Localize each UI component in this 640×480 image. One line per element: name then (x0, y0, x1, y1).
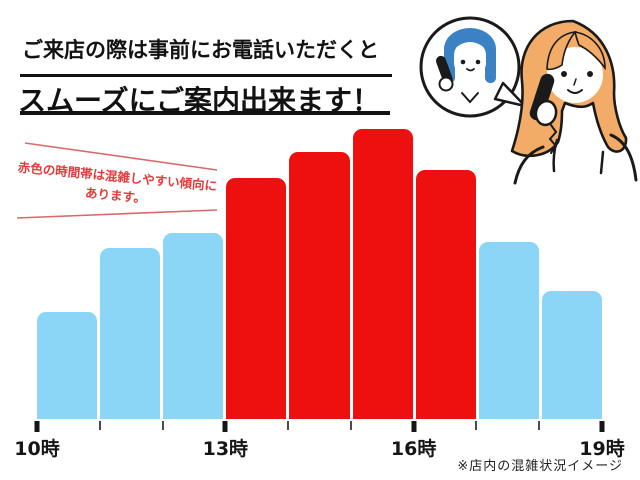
customer-shoulder-right (609, 133, 638, 182)
customer-arm-line-left (552, 138, 559, 173)
phone-call-illustration (419, 16, 638, 185)
customer-bangs-right (573, 31, 606, 71)
staff-eye-left (460, 59, 466, 65)
x-tick-minor (538, 421, 541, 430)
bar-10-11時 (37, 311, 98, 419)
callout-line-bottom (16, 209, 218, 219)
bar-14-15時 (289, 152, 350, 419)
bar-11-12時 (100, 247, 161, 419)
customer-arm-line-right (599, 150, 605, 175)
x-tick-minor (161, 421, 164, 430)
callout-line-top (24, 142, 218, 171)
customer-eye-left (561, 71, 567, 77)
staff-mouth (466, 68, 475, 72)
customer-person (510, 19, 638, 185)
x-tick-label-16時: 16時 (390, 438, 437, 460)
staff-person (435, 28, 496, 104)
customer-shoulder-left (513, 145, 545, 185)
speech-bubble-tail (493, 81, 527, 108)
x-tick-minor (98, 421, 101, 430)
staff-hand (438, 76, 454, 92)
bar-18-19時 (541, 291, 602, 419)
customer-hand (534, 99, 558, 127)
x-tick-minor (287, 421, 290, 430)
headline-underline-2 (20, 111, 390, 115)
bar-chart-bars (37, 129, 602, 419)
x-tick-minor (349, 421, 352, 430)
bar-12-13時 (163, 233, 224, 419)
x-tick-label-10時: 10時 (14, 438, 60, 460)
x-tick-label-19時: 19時 (579, 438, 625, 460)
headline-underline-1 (20, 74, 392, 77)
x-tick-label-13時: 13時 (202, 438, 249, 460)
annotation-callout: 赤色の時間帯は混雑しやすい傾向に あります。 (10, 136, 225, 228)
x-axis: 10時 13時 16時 19時 (14, 421, 625, 476)
bar-13-14時 (226, 178, 287, 419)
bar-17-18時 (478, 242, 539, 419)
x-tick-major (222, 421, 228, 432)
customer-mouth (567, 89, 583, 94)
phone-cord (548, 124, 558, 154)
x-tick-minor (475, 421, 478, 430)
x-tick-major (34, 421, 40, 432)
x-tick-major (411, 421, 417, 432)
staff-eye-right (475, 59, 481, 65)
footnote: ※店内の混雑状況イメージ (457, 459, 623, 474)
bar-16-17時 (415, 169, 476, 419)
x-tick-major (599, 421, 605, 432)
staff-collar (461, 92, 479, 104)
customer-nose (573, 78, 577, 86)
customer-eye-right (587, 71, 593, 77)
bar-15-16時 (352, 129, 413, 419)
headline-line1: ご来店の際は事前にお電話いただくと (22, 38, 379, 62)
customer-bangs-left (546, 30, 577, 71)
